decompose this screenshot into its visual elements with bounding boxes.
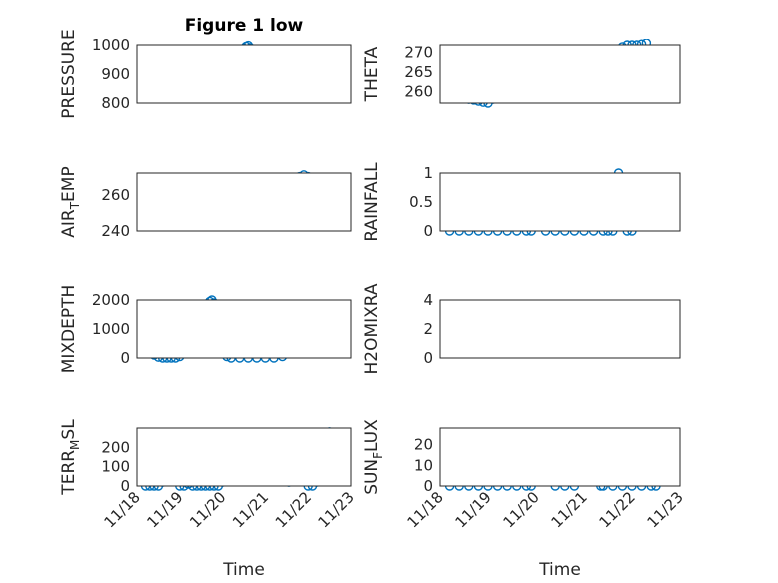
y-tick-label: 20	[414, 436, 433, 454]
y-axis-label: AIRTEMP	[59, 166, 82, 237]
axes-frame	[439, 44, 681, 104]
y-tick-label: 2	[423, 320, 433, 338]
y-tick-label: 4	[423, 291, 433, 309]
x-tick-label: 11/21	[548, 488, 591, 531]
y-tick-label: 0	[120, 477, 130, 495]
y-tick-label: 100	[101, 458, 130, 476]
subplot-rainfall: 0 0.5 1 RAINFALL	[362, 162, 681, 242]
x-tick-label: 11/22	[596, 488, 639, 531]
y-tick-label: 265	[404, 63, 433, 81]
y-tick-label: 900	[101, 65, 130, 83]
x-tick-label: 11/20	[500, 488, 543, 531]
y-tick-label: 0	[423, 349, 433, 367]
y-tick-label: 200	[101, 438, 130, 456]
y-axis-label: SUNFLUX	[362, 419, 385, 495]
x-tick-label: 11/21	[229, 488, 272, 531]
y-tick-label: 1	[423, 164, 433, 182]
y-tick-label: 10	[414, 456, 433, 474]
y-axis-label: RAINFALL	[362, 162, 382, 242]
x-tick-label: 11/22	[272, 488, 315, 531]
y-tick-label: 260	[101, 186, 130, 204]
axes-frame	[439, 299, 681, 359]
y-tick-label: 1000	[92, 320, 130, 338]
y-axis-label: TERRMSL	[59, 419, 82, 496]
x-axis-label: Time	[222, 560, 265, 580]
axes-frame	[439, 172, 681, 232]
axes-frame	[136, 172, 352, 232]
y-axis-label: PRESSURE	[59, 29, 79, 118]
x-tick-label: 11/23	[644, 488, 687, 531]
y-tick-label: 0	[423, 477, 433, 495]
y-tick-label: 2000	[92, 291, 130, 309]
axes-frame	[136, 44, 352, 104]
y-tick-label: 800	[101, 94, 130, 112]
y-tick-label: 1000	[92, 36, 130, 54]
x-tick-label: 11/19	[452, 488, 495, 531]
subplot-air-temp: 240 260 AIRTEMP	[59, 166, 352, 240]
y-tick-label: 0.5	[409, 193, 433, 211]
y-tick-label: 270	[404, 44, 433, 62]
y-tick-label: 240	[101, 222, 130, 240]
x-tick-label: 11/20	[186, 488, 229, 531]
y-tick-label: 0	[120, 349, 130, 367]
y-axis-label: MIXDEPTH	[59, 285, 79, 374]
x-axis-label: Time	[538, 560, 581, 580]
axes-frame	[439, 427, 681, 487]
axes-frame	[136, 427, 352, 487]
chart-title: Figure 1 low	[185, 16, 304, 36]
axes-frame	[136, 299, 352, 359]
x-tick-label: 11/23	[315, 488, 358, 531]
subplot-pressure: 800 900 1000 PRESSURE Figure 1 low	[59, 16, 352, 119]
y-axis-label: THETA	[362, 46, 382, 102]
subplot-h2omixra: 0 2 4 H2OMIXRA	[362, 283, 681, 375]
x-tick-label: 11/19	[143, 488, 186, 531]
y-axis-label: H2OMIXRA	[362, 283, 382, 374]
subplot-mixdepth: 0 1000 2000 MIXDEPTH	[59, 285, 352, 374]
y-tick-label: 0	[423, 222, 433, 240]
y-tick-label: 260	[404, 82, 433, 100]
